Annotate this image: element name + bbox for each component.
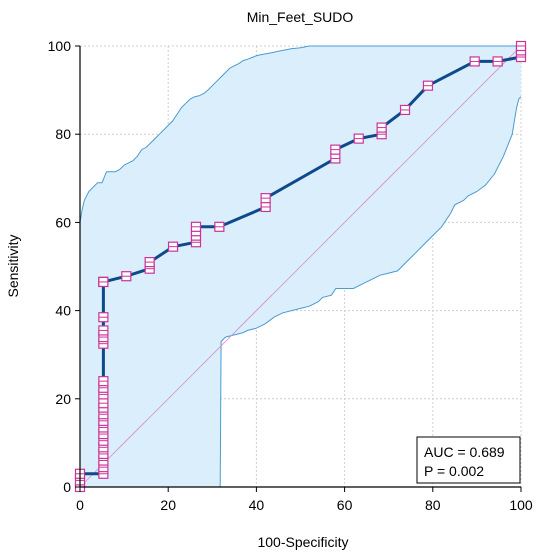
roc-point: [330, 144, 341, 155]
ci-upper-line: [79, 45, 521, 223]
auc-text: AUC = 0.689: [424, 444, 505, 460]
chart-title: Min_Feet_SUDO: [247, 9, 354, 25]
y-axis-label: Sensitivity: [5, 234, 21, 297]
roc-point: [190, 221, 202, 232]
x-tick-label: 20: [160, 497, 176, 513]
roc-point: [98, 276, 109, 288]
x-tick-label: 40: [249, 497, 265, 513]
tick-labels: 0 20 40 60 80 100 0 20 40 60 80 100: [48, 38, 533, 513]
roc-point: [260, 193, 271, 204]
roc-point: [98, 398, 109, 409]
roc-point: [353, 133, 364, 144]
roc-point: [260, 201, 271, 213]
roc-point: [376, 122, 387, 133]
stats-box-frame: [416, 436, 521, 484]
reference-diagonal: [79, 45, 522, 488]
reference-line: [79, 45, 522, 488]
roc-point: [515, 40, 527, 52]
roc-point: [167, 241, 179, 252]
roc-point: [422, 80, 434, 91]
roc-point: [121, 271, 132, 282]
y-tick-label: 100: [48, 38, 72, 54]
x-tick-label: 100: [509, 497, 533, 513]
ci-lower-line: [80, 96, 522, 488]
y-tick-label: 0: [63, 479, 71, 495]
roc-point: [214, 221, 225, 232]
roc-point: [144, 256, 155, 268]
roc-point: [492, 56, 503, 67]
y-tick-label: 40: [55, 303, 71, 319]
roc-point: [98, 312, 109, 323]
roc-point: [399, 104, 411, 116]
p-value-text: P = 0.002: [424, 463, 484, 479]
roc-point: [330, 153, 341, 164]
stats-box: AUC = 0.689 P = 0.002: [416, 436, 521, 484]
y-tick-label: 80: [55, 126, 71, 142]
x-tick-label: 80: [425, 497, 441, 513]
roc-point: [469, 56, 480, 67]
x-tick-label: 0: [76, 497, 84, 513]
y-tick-label: 20: [55, 391, 71, 407]
y-tick-label: 60: [55, 214, 71, 230]
x-tick-label: 60: [337, 497, 353, 513]
x-axis-label: 100-Specificity: [257, 534, 348, 550]
roc-point: [98, 376, 109, 387]
roc-point: [98, 325, 109, 336]
axes: [75, 45, 522, 492]
